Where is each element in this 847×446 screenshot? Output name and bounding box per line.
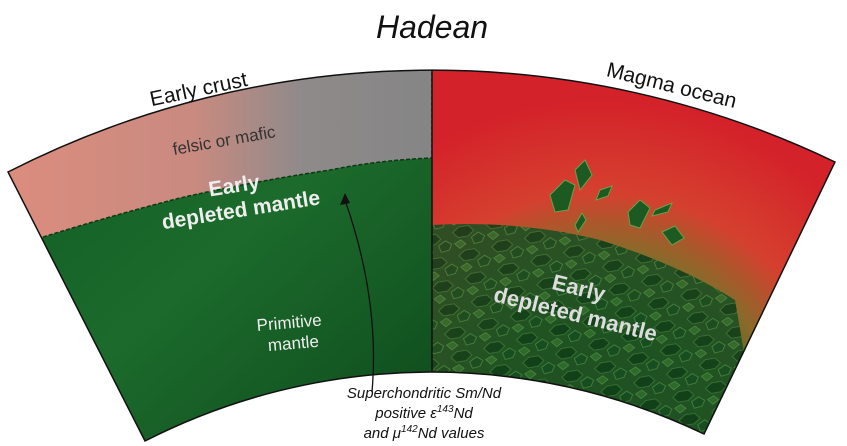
superscript: 143 (437, 404, 454, 415)
text: and μ (364, 425, 401, 442)
caption-line: positive ε143Nd (374, 404, 473, 422)
caption-line: Superchondritic Sm/Nd (347, 385, 502, 402)
diagram: Hadean Early crust felsic or mafic Early (0, 0, 847, 446)
superscript: 142 (401, 424, 418, 435)
text: Nd values (418, 425, 485, 442)
caption: Superchondritic Sm/Nd positive ε143Nd an… (347, 385, 502, 442)
text: positive ε (374, 405, 437, 422)
text: Nd (454, 405, 474, 422)
caption-line: and μ142Nd values (364, 424, 485, 442)
title: Hadean (376, 9, 488, 45)
